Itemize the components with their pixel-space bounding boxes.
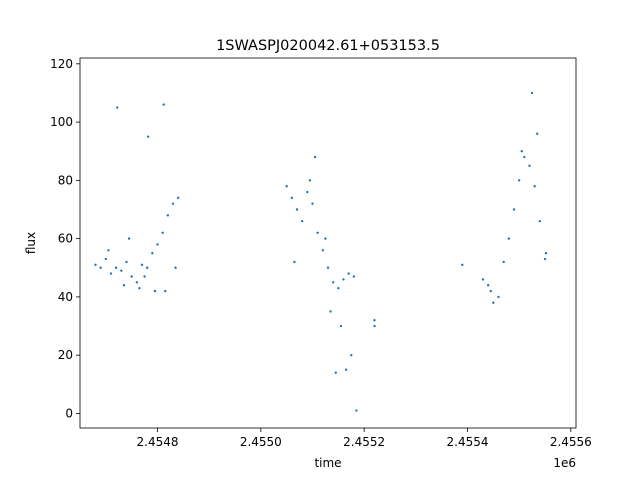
data-point bbox=[538, 219, 542, 223]
data-point bbox=[313, 155, 317, 159]
data-point bbox=[311, 202, 314, 205]
x-tick-label: 2.4548 bbox=[137, 435, 179, 449]
y-tick-label: 40 bbox=[58, 290, 73, 304]
data-point bbox=[544, 252, 548, 255]
data-point bbox=[331, 281, 335, 284]
data-point bbox=[528, 164, 531, 167]
data-point bbox=[145, 266, 149, 269]
y-axis: 0 20 40 60 80 100 120 bbox=[50, 57, 80, 420]
data-point bbox=[373, 324, 376, 328]
data-point bbox=[486, 284, 490, 287]
data-point bbox=[517, 179, 521, 182]
data-point bbox=[120, 269, 123, 272]
x-axis-offset-label: 1e6 bbox=[553, 456, 576, 470]
data-point bbox=[536, 132, 539, 135]
data-point bbox=[329, 310, 332, 313]
data-point bbox=[164, 289, 167, 293]
data-point bbox=[507, 237, 511, 240]
data-point bbox=[114, 266, 118, 269]
data-point bbox=[143, 275, 146, 278]
data-point bbox=[109, 272, 113, 275]
data-point bbox=[350, 353, 353, 357]
data-point bbox=[153, 289, 157, 293]
data-point bbox=[122, 284, 126, 287]
data-point bbox=[523, 155, 526, 159]
data-point bbox=[337, 286, 340, 290]
x-tick-label: 2.4554 bbox=[447, 435, 489, 449]
x-tick-label: 2.4550 bbox=[240, 435, 282, 449]
x-tick-label: 2.4552 bbox=[343, 435, 385, 449]
data-point bbox=[316, 231, 319, 234]
data-point bbox=[176, 196, 180, 200]
data-point bbox=[290, 196, 294, 200]
data-point bbox=[306, 190, 309, 194]
data-point bbox=[321, 249, 325, 252]
data-point bbox=[140, 263, 144, 267]
data-point bbox=[492, 301, 495, 304]
data-point bbox=[300, 219, 304, 223]
data-point bbox=[135, 281, 139, 284]
y-tick-label: 120 bbox=[50, 57, 73, 71]
y-tick-label: 80 bbox=[58, 173, 73, 187]
data-point bbox=[147, 135, 150, 138]
y-axis-label: flux bbox=[24, 232, 38, 254]
data-point bbox=[334, 371, 337, 374]
data-point bbox=[347, 272, 350, 275]
data-point bbox=[293, 260, 296, 264]
y-tick-label: 60 bbox=[58, 232, 73, 246]
data-point bbox=[461, 263, 464, 267]
x-axis-label: time bbox=[314, 456, 341, 470]
data-point bbox=[543, 257, 547, 261]
data-point bbox=[107, 249, 110, 252]
data-point bbox=[104, 257, 108, 261]
data-point bbox=[530, 91, 534, 95]
data-point bbox=[285, 184, 288, 188]
data-point bbox=[130, 275, 133, 278]
data-point bbox=[125, 260, 128, 264]
data-point bbox=[127, 237, 131, 240]
scatter-points bbox=[94, 91, 548, 412]
data-point bbox=[324, 237, 327, 240]
data-point bbox=[520, 150, 523, 153]
data-point bbox=[355, 409, 358, 412]
data-point bbox=[94, 263, 97, 267]
data-point bbox=[166, 214, 170, 217]
data-point bbox=[151, 252, 154, 255]
data-point bbox=[339, 324, 343, 328]
data-point bbox=[489, 289, 492, 293]
data-point bbox=[295, 208, 299, 211]
data-point bbox=[352, 275, 356, 278]
data-point bbox=[308, 179, 312, 182]
x-axis: 2.4548 2.4550 2.4552 2.4554 2.4556 bbox=[137, 428, 592, 449]
data-point bbox=[99, 266, 102, 269]
data-point bbox=[344, 368, 348, 371]
y-tick-label: 20 bbox=[58, 348, 73, 362]
data-point bbox=[512, 208, 516, 211]
data-point bbox=[373, 319, 376, 322]
data-point bbox=[138, 286, 141, 290]
data-point bbox=[161, 231, 164, 234]
data-point bbox=[497, 295, 500, 299]
y-tick-label: 100 bbox=[50, 115, 73, 129]
data-point bbox=[156, 243, 159, 246]
data-point bbox=[162, 103, 165, 106]
data-point bbox=[342, 278, 345, 281]
chart-title: 1SWASPJ020042.61+053153.5 bbox=[216, 38, 440, 54]
data-point bbox=[533, 184, 536, 188]
data-point bbox=[116, 106, 119, 109]
data-point bbox=[174, 266, 177, 269]
data-point bbox=[481, 278, 485, 281]
data-point bbox=[502, 260, 505, 264]
data-point bbox=[326, 266, 330, 269]
plot-frame bbox=[79, 57, 577, 429]
data-point bbox=[171, 202, 175, 205]
x-tick-label: 2.4556 bbox=[550, 435, 592, 449]
y-tick-label: 0 bbox=[65, 406, 73, 420]
